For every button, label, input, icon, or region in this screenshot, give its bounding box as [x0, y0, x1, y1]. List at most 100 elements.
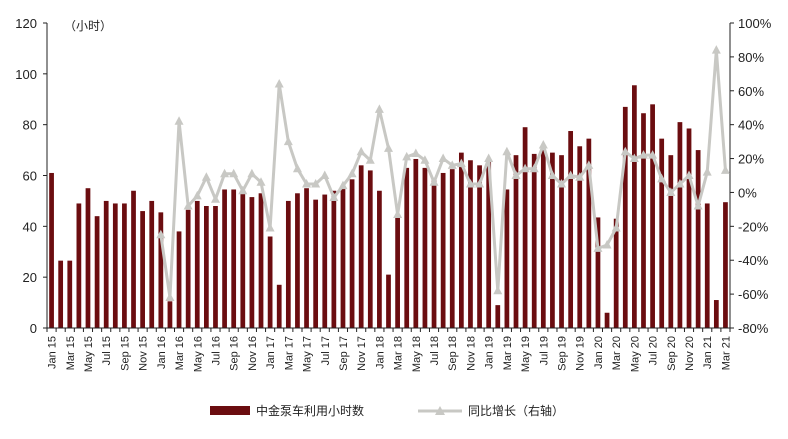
legend-item-bars: 中金泵车利用小时数 — [210, 402, 364, 419]
x-tick-label: Mar 16 — [174, 336, 186, 370]
bar-nov-19 — [577, 146, 583, 328]
bar-may-18 — [413, 158, 419, 328]
yoy-point-aug-19 — [547, 170, 557, 179]
x-tick-label: Sep 15 — [119, 336, 131, 371]
yoy-point-feb-21 — [711, 45, 721, 54]
yoy-point-sep-19 — [557, 178, 567, 188]
yoy-point-feb-17 — [274, 79, 284, 88]
bar-feb-16 — [167, 301, 173, 328]
bar-jun-19 — [531, 153, 537, 328]
x-tick-label: Sep 17 — [338, 336, 350, 371]
yoy-point-oct-16 — [238, 185, 248, 195]
yoy-point-mar-17 — [283, 136, 293, 146]
bar-may-15 — [85, 188, 91, 328]
x-tick-label: Nov 20 — [684, 336, 696, 371]
yoy-point-may-19 — [520, 163, 530, 173]
x-tick-label: Jan 20 — [593, 336, 605, 369]
yoy-point-dec-20 — [693, 201, 703, 210]
bar-jun-18 — [422, 167, 428, 329]
yoy-point-mar-18 — [393, 209, 403, 218]
yoy-point-mar-16 — [174, 116, 184, 125]
x-tick-label: Nov 17 — [356, 336, 368, 371]
bar-may-19 — [522, 127, 528, 329]
yoy-point-feb-16 — [165, 292, 175, 301]
x-tick-label: Mar 15 — [65, 336, 77, 370]
tick-labels: 0 20 40 60 80 100 120 -80% -60% -40% -20% 0% 20% 40% 6… — [15, 16, 771, 372]
bar-nov-15 — [140, 211, 145, 328]
legend-item-line: 同比增长（右轴） — [418, 402, 564, 419]
bar-sep-17 — [340, 185, 346, 328]
x-tick-label: Jan 16 — [156, 336, 168, 369]
yoy-point-apr-19 — [511, 170, 521, 179]
bar-nov-17 — [358, 165, 364, 328]
right-tick-label: -20% — [738, 219, 769, 234]
line-series — [156, 45, 730, 301]
yoy-point-aug-20 — [657, 173, 667, 183]
yoy-point-apr-18 — [402, 151, 412, 161]
bar-feb-21 — [713, 300, 719, 328]
x-tick-label: Jul 16 — [210, 336, 222, 365]
bar-apr-18 — [404, 167, 410, 329]
bar-may-20 — [632, 85, 637, 329]
yoy-point-oct-19 — [566, 170, 576, 179]
x-tick-label: Jul 15 — [101, 336, 113, 365]
yoy-point-aug-16 — [220, 168, 230, 178]
x-tick-label: Mar 18 — [393, 336, 405, 370]
yoy-point-oct-17 — [347, 168, 357, 178]
yoy-point-may-16 — [192, 190, 202, 200]
yoy-point-aug-17 — [329, 192, 339, 202]
bar-oct-19 — [568, 131, 574, 328]
bar-jul-19 — [540, 150, 546, 328]
yoy-point-feb-18 — [384, 143, 393, 152]
x-tick-label: May 17 — [302, 336, 314, 372]
yoy-point-apr-17 — [292, 163, 302, 173]
bar-may-17 — [304, 188, 309, 328]
yoy-point-dec-16 — [256, 177, 266, 186]
x-tick-label: Mar 17 — [283, 336, 295, 370]
bar-apr-17 — [295, 193, 300, 328]
x-tick-label: May 16 — [192, 336, 204, 372]
bar-sep-20 — [668, 155, 674, 328]
x-tick-label: Jan 17 — [265, 336, 277, 369]
bar-oct-17 — [349, 179, 355, 328]
bar-may-16 — [194, 200, 200, 328]
yoy-point-jul-18 — [429, 177, 439, 186]
legend-bar-swatch — [210, 406, 250, 415]
bar-jul-20 — [650, 104, 655, 328]
yoy-point-jun-16 — [201, 172, 211, 181]
left-tick-label: 40 — [23, 219, 37, 234]
bar-mar-18 — [395, 216, 400, 328]
yoy-point-jan-18 — [374, 104, 384, 113]
bar-mar-17 — [285, 200, 291, 328]
bar-jul-17 — [322, 194, 328, 328]
bar-jun-17 — [313, 199, 319, 328]
x-tick-label: May 20 — [629, 336, 641, 372]
bar-jul-18 — [431, 179, 437, 328]
left-tick-label: 20 — [23, 270, 37, 285]
x-tick-label: Sep 18 — [447, 336, 459, 371]
yoy-point-jul-20 — [648, 150, 658, 159]
bar-mar-15 — [67, 260, 73, 328]
x-tick-label: Nov 18 — [465, 336, 477, 371]
bar-aug-17 — [331, 190, 337, 328]
yoy-point-sep-18 — [447, 160, 457, 169]
yoy-point-mar-20 — [611, 223, 621, 232]
bar-apr-16 — [185, 209, 191, 328]
yoy-point-may-20 — [629, 153, 639, 163]
x-tick-label: Mar 20 — [611, 336, 623, 370]
yoy-point-jul-17 — [320, 170, 330, 179]
bar-feb-18 — [386, 274, 391, 329]
x-tick-label: Jan 18 — [374, 336, 386, 369]
legend-line-swatch — [418, 405, 462, 415]
x-tick-label: Jul 17 — [320, 336, 332, 365]
right-tick-label: 0% — [738, 185, 757, 200]
left-axis-unit-label: （小时） — [64, 19, 112, 33]
x-tick-label: Nov 19 — [575, 336, 587, 371]
bar-jan-18 — [377, 190, 382, 328]
bar-oct-20 — [677, 122, 683, 329]
bar-sep-18 — [449, 169, 455, 328]
yoy-point-may-18 — [411, 148, 421, 157]
yoy-point-jan-21 — [702, 167, 712, 176]
right-tick-label: 60% — [738, 84, 764, 99]
yoy-point-mar-21 — [720, 165, 730, 174]
